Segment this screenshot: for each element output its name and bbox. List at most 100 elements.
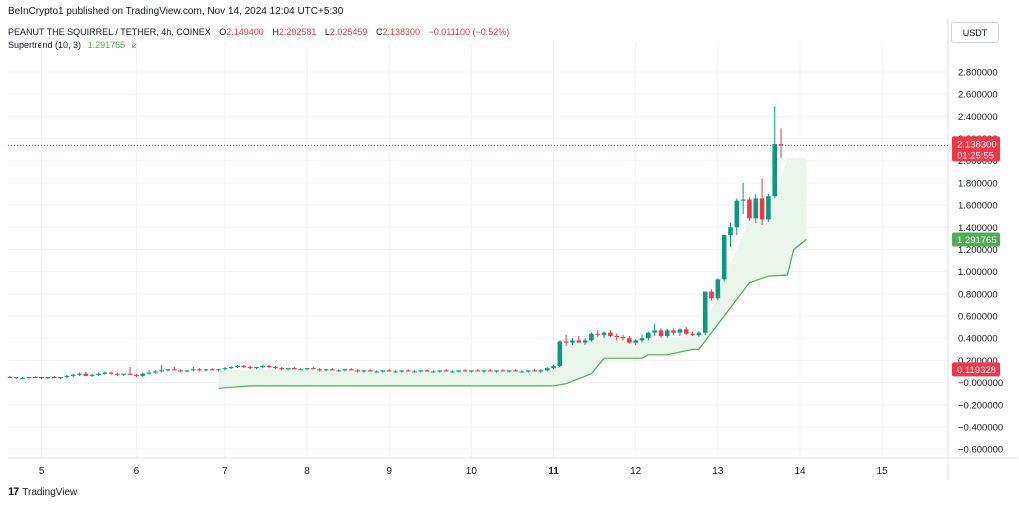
candle-body [576,340,582,343]
candle-body [58,377,63,379]
y-tick-label: 1.000000 [958,267,998,278]
candle-body [721,235,727,280]
candle-body [469,370,474,372]
countdown-label: 01:25:55 [957,150,994,161]
y-tick-label: 2.400000 [958,112,998,123]
candle-body [330,369,335,371]
candle-body [235,365,240,368]
candle-body [260,365,266,368]
last-price-tag [952,136,1000,162]
candle-body [646,332,651,339]
candle-body [639,338,645,341]
candle-body [115,373,120,375]
candle-body [45,377,51,379]
supertrend-tag-label: 1.291765 [957,235,997,246]
candle-body [102,372,108,374]
candle-body [740,199,746,201]
candle-body [222,368,228,370]
candle-body [140,373,146,376]
ohlc-close-value: 2.138300 [382,27,420,37]
candle-body [627,338,632,343]
candle-body [348,369,354,371]
candle-body [506,370,512,372]
supertrend-tag [952,232,1000,247]
ohlc-low-key: L [324,27,330,37]
candle-body [690,333,695,335]
candle-body [500,370,506,372]
candle-body [77,373,82,375]
candle-body [772,144,778,197]
candle-body [393,371,398,373]
candle-body [228,367,234,369]
candle-body [39,377,44,379]
candle-body [203,369,209,371]
x-tick-label: 13 [712,466,724,477]
candle-body [14,377,19,379]
candle-body [544,368,550,371]
candle-body [178,370,183,372]
candle-body [683,329,689,334]
indicator-legend[interactable]: Supertrend (10, 3) 1.291765 ⌀ [8,40,137,51]
candle-body [747,199,752,219]
candle-body [513,370,518,372]
tradingview-footer: 17 TradingView [8,486,77,498]
candle-body [127,373,133,375]
low-price-tag-label: 0.119328 [957,365,996,376]
x-tick-label: 15 [877,466,889,477]
candle-body [633,340,638,343]
candle-body [304,368,310,370]
y-tick-label: 0.800000 [958,289,998,300]
y-tick-label: 2.000000 [958,156,998,167]
candle-body [254,367,259,369]
candle-body [753,198,759,219]
candle-body [450,371,455,373]
candle-body [696,332,702,335]
candle-body [418,370,424,372]
candle-body [355,370,360,372]
tradingview-brand: TradingView [22,486,78,498]
candle-body [153,371,158,373]
candle-body [525,370,531,372]
candle-body [405,370,411,372]
candle-body [488,370,493,372]
candle-body [216,369,221,371]
currency-selector[interactable]: USDT [951,22,999,43]
candle-body [70,374,76,376]
candle-body [759,198,765,220]
candle-body [292,368,297,370]
candle-body [386,370,392,372]
candles-group [7,106,784,380]
candle-body [184,370,190,372]
candle-body [247,367,253,369]
candle-body [431,371,436,373]
candle-body [424,370,430,372]
ohlc-low-value: 2.025459 [329,27,368,37]
candle-body [159,370,164,372]
y-tick-label: 0.200000 [958,356,998,367]
candle-body [494,370,499,372]
supertrend-line [218,239,807,389]
candle-body [475,370,480,372]
candle-body [342,369,348,371]
candle-body [323,369,329,371]
candle-body [108,372,114,374]
candle-body [456,370,462,372]
candle-body [317,369,322,371]
candle-body [380,370,386,372]
candle-body [298,369,304,371]
x-tick-label: 12 [630,466,642,477]
symbol-title[interactable]: PEANUT THE SQUIRREL / TETHER, 4h, COINEX [8,27,211,37]
indicator-name: Supertrend (10, 3) [8,40,82,50]
indicator-value: 1.291765 [87,40,126,50]
publish-info: BeInCrypto1 published on TradingView.com… [8,6,344,17]
candle-body [601,332,607,335]
y-tick-label: 1.800000 [958,178,998,189]
candle-body [557,341,563,366]
candle-body [64,375,70,378]
ohlc-close-key: C [375,27,383,37]
candle-body [443,370,449,372]
low-price-tag [952,362,1000,377]
candle-body [481,370,487,372]
visibility-off-icon[interactable]: ⌀ [131,40,138,50]
